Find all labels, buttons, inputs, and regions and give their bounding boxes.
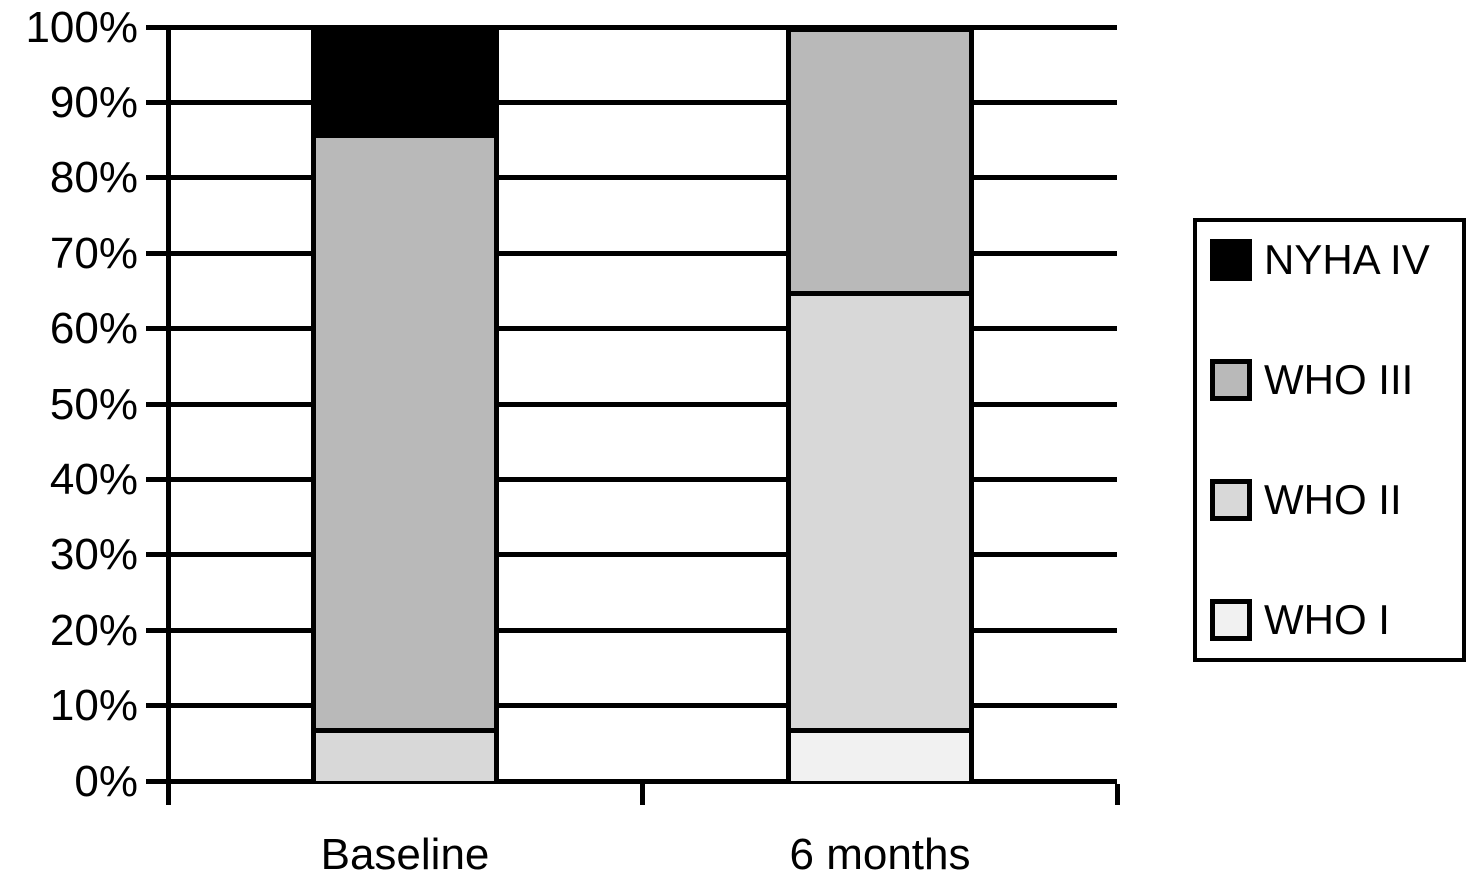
legend-label: WHO I	[1264, 596, 1390, 643]
gridline	[168, 402, 1117, 407]
gridline	[168, 175, 1117, 180]
y-axis-tick	[146, 100, 168, 105]
legend-label: WHO II	[1264, 476, 1402, 523]
stacked-bar	[786, 27, 974, 781]
gridline	[168, 25, 1117, 30]
gridline	[168, 251, 1117, 256]
legend-item: WHO I	[1210, 599, 1462, 641]
legend-label: WHO III	[1264, 356, 1414, 403]
y-tick-label: 0%	[74, 756, 138, 806]
y-axis-tick	[146, 25, 168, 30]
y-tick-label: 30%	[49, 529, 138, 579]
legend-swatch	[1210, 479, 1252, 521]
category-label: 6 months	[789, 830, 971, 879]
category-label: Baseline	[320, 830, 490, 879]
x-axis-tick	[640, 784, 645, 805]
bar-segment	[311, 132, 499, 729]
gridline	[168, 100, 1117, 105]
y-axis-tick	[146, 628, 168, 633]
y-axis-tick	[146, 175, 168, 180]
legend-item: WHO III	[1210, 359, 1462, 401]
stacked-bar	[311, 27, 499, 781]
legend-swatch	[1210, 359, 1252, 401]
y-axis-tick	[146, 402, 168, 407]
y-tick-label: 70%	[49, 228, 138, 278]
x-axis-tick	[166, 784, 171, 805]
bar-segment	[311, 27, 499, 133]
bar-segment	[786, 728, 974, 781]
y-tick-label: 80%	[49, 152, 138, 202]
bar-segment	[786, 290, 974, 729]
gridline	[168, 703, 1117, 708]
y-axis-tick	[146, 326, 168, 331]
bar-segment	[786, 27, 974, 291]
y-tick-label: 20%	[49, 605, 138, 655]
x-axis-tick	[1115, 784, 1120, 805]
y-axis-line	[166, 25, 171, 805]
y-tick-label: 90%	[49, 77, 138, 127]
legend-label: NYHA IV	[1264, 236, 1430, 283]
legend-box: NYHA IV WHO III WHO II WHO I	[1193, 218, 1466, 662]
y-axis-tick	[146, 703, 168, 708]
bar-segment	[311, 728, 499, 781]
legend-item: NYHA IV	[1210, 239, 1462, 281]
gridline	[168, 326, 1117, 331]
legend-swatch	[1210, 239, 1252, 281]
y-axis-tick	[146, 251, 168, 256]
y-tick-label: 50%	[49, 379, 138, 429]
y-axis-tick	[146, 552, 168, 557]
y-axis-tick	[146, 477, 168, 482]
y-tick-label: 40%	[49, 454, 138, 504]
gridline	[168, 477, 1117, 482]
gridline	[168, 628, 1117, 633]
y-tick-label: 60%	[49, 303, 138, 353]
y-tick-label: 100%	[25, 2, 138, 52]
gridline	[168, 779, 1117, 784]
y-tick-label: 10%	[49, 680, 138, 730]
y-axis-tick	[146, 779, 168, 784]
legend-swatch	[1210, 599, 1252, 641]
gridline	[168, 552, 1117, 557]
legend-item: WHO II	[1210, 479, 1462, 521]
